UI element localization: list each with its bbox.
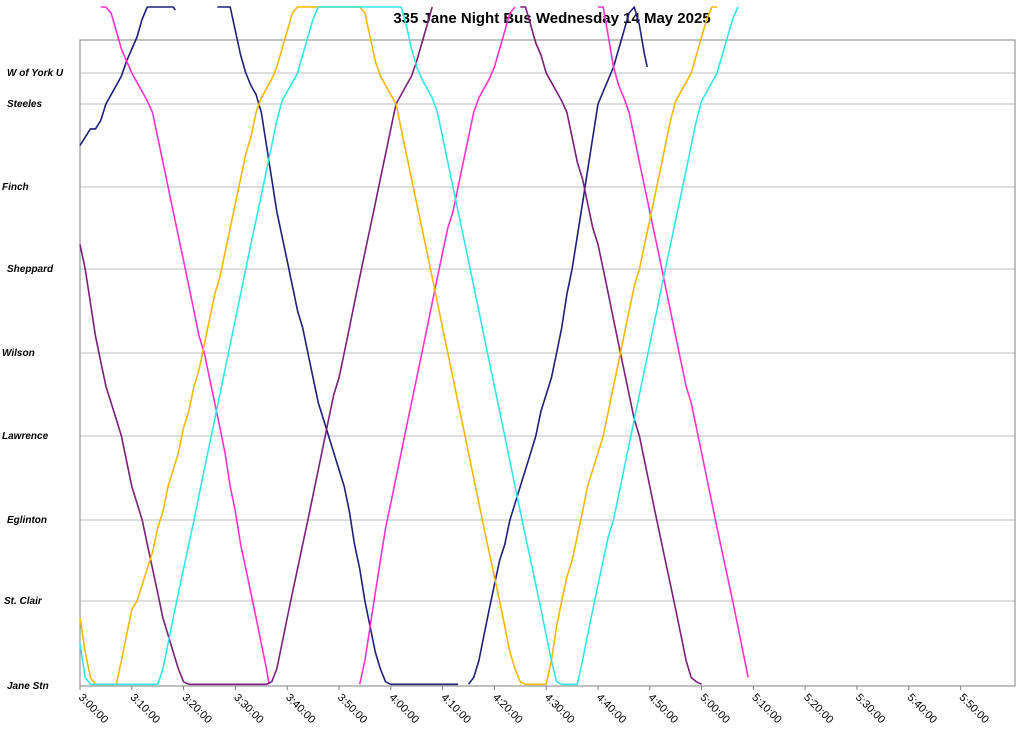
x-tick-label: 5:10:00 — [749, 692, 783, 726]
stop-label: Steeles — [7, 99, 42, 110]
x-tick-label: 3:20:00 — [179, 692, 213, 726]
stop-label: St. Clair — [4, 596, 43, 607]
stop-label: Jane Stn — [7, 681, 49, 692]
series-line-3 — [79, 6, 718, 686]
series-line-4 — [79, 6, 739, 686]
x-tick-label: 4:10:00 — [438, 692, 472, 726]
x-tick-label: 4:00:00 — [387, 692, 421, 726]
grid-lines — [80, 72, 1015, 602]
series-group — [79, 6, 749, 686]
x-tick-label: 3:50:00 — [335, 692, 369, 726]
x-tick-label: 3:30:00 — [231, 692, 265, 726]
x-tick-label: 4:50:00 — [646, 692, 680, 726]
stop-label: Lawrence — [2, 431, 49, 442]
series-line-2 — [79, 6, 702, 686]
x-tick-label: 5:50:00 — [956, 692, 990, 726]
x-tick-label: 4:20:00 — [490, 692, 524, 726]
series-line-1 — [100, 6, 749, 685]
y-axis-labels: Jane Stn St. Clair Eglinton Lawrence Wilson S… — [2, 68, 64, 692]
x-tick-label: 5:20:00 — [801, 692, 835, 726]
stop-label: W of York U — [7, 68, 64, 79]
x-tick-label: 3:00:00 — [76, 692, 110, 726]
x-tick-label: 4:30:00 — [542, 692, 576, 726]
x-tick-label: 3:10:00 — [128, 692, 162, 726]
stop-label: Sheppard — [7, 264, 54, 275]
stop-label: Finch — [2, 182, 29, 193]
x-tick-label: 3:40:00 — [283, 692, 317, 726]
stop-label: Eglinton — [7, 515, 47, 526]
series-line-0 — [79, 6, 648, 686]
plot-area — [79, 39, 1016, 687]
x-tick-label: 5:00:00 — [697, 692, 731, 726]
chart-title: 335 Jane Night Bus Wednesday 14 May 2025 — [393, 10, 710, 27]
stop-label: Wilson — [2, 348, 35, 359]
x-tick-label: 5:40:00 — [905, 692, 939, 726]
x-axis-labels: 3:00:00 3:10:00 3:20:00 3:30:00 3:40:00 3:50:… — [76, 686, 991, 726]
x-tick-label: 5:30:00 — [853, 692, 887, 726]
x-tick-label: 4:40:00 — [594, 692, 628, 726]
